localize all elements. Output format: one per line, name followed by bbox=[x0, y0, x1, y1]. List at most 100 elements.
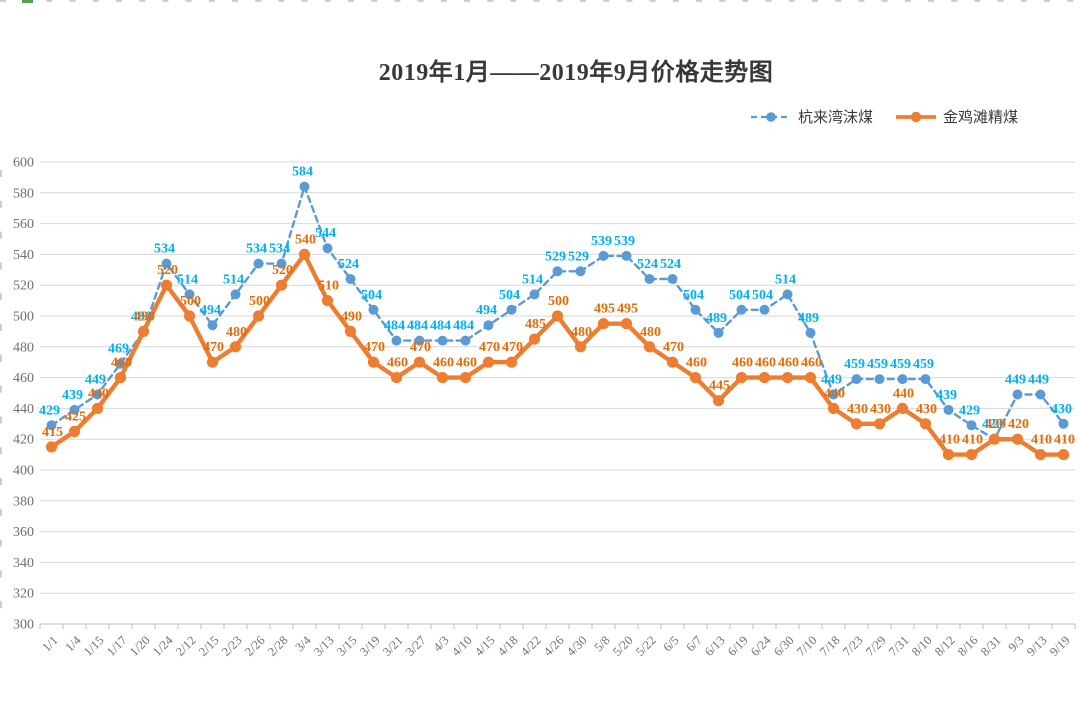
data-point-marker-jinjitan[interactable] bbox=[68, 425, 81, 438]
data-point-marker-jinjitan[interactable] bbox=[160, 279, 173, 291]
data-point-marker-jinjitan[interactable] bbox=[91, 402, 104, 414]
data-point-marker-jinjitan[interactable] bbox=[206, 356, 219, 368]
data-point-marker-hanglaiwan[interactable] bbox=[115, 358, 126, 369]
data-point-marker-jinjitan[interactable] bbox=[137, 325, 150, 337]
data-point-marker-hanglaiwan[interactable] bbox=[920, 374, 931, 385]
data-point-marker-jinjitan[interactable] bbox=[781, 372, 794, 384]
data-point-marker-jinjitan[interactable] bbox=[827, 402, 840, 414]
data-point-marker-jinjitan[interactable] bbox=[321, 295, 334, 307]
data-point-marker-hanglaiwan[interactable] bbox=[529, 289, 540, 300]
data-point-marker-jinjitan[interactable] bbox=[620, 318, 633, 330]
data-point-marker-hanglaiwan[interactable] bbox=[552, 266, 563, 277]
data-point-marker-jinjitan[interactable] bbox=[390, 372, 403, 384]
data-point-marker-hanglaiwan[interactable] bbox=[322, 243, 333, 254]
data-point-marker-hanglaiwan[interactable] bbox=[667, 274, 678, 284]
data-point-marker-hanglaiwan[interactable] bbox=[782, 289, 793, 300]
data-point-marker-hanglaiwan[interactable] bbox=[345, 274, 356, 284]
data-label-hanglaiwan: 504 bbox=[752, 288, 773, 303]
data-point-marker-jinjitan[interactable] bbox=[482, 356, 495, 368]
data-point-marker-hanglaiwan[interactable] bbox=[161, 258, 172, 269]
data-point-marker-hanglaiwan[interactable] bbox=[437, 335, 448, 346]
data-point-marker-hanglaiwan[interactable] bbox=[483, 320, 494, 331]
data-point-marker-hanglaiwan[interactable] bbox=[621, 250, 632, 261]
data-point-marker-hanglaiwan[interactable] bbox=[506, 304, 517, 315]
data-point-marker-jinjitan[interactable] bbox=[1057, 449, 1070, 461]
data-point-marker-jinjitan[interactable] bbox=[574, 341, 587, 353]
data-point-marker-hanglaiwan[interactable] bbox=[805, 327, 816, 338]
x-axis-tick-label: 6/13 bbox=[702, 633, 728, 659]
data-point-marker-hanglaiwan[interactable] bbox=[1058, 418, 1069, 429]
data-point-marker-hanglaiwan[interactable] bbox=[276, 258, 287, 269]
data-point-marker-hanglaiwan[interactable] bbox=[1012, 389, 1023, 400]
data-point-marker-hanglaiwan[interactable] bbox=[759, 304, 770, 315]
data-point-marker-hanglaiwan[interactable] bbox=[598, 250, 609, 261]
data-point-marker-jinjitan[interactable] bbox=[367, 356, 380, 368]
data-point-marker-jinjitan[interactable] bbox=[758, 372, 771, 384]
data-point-marker-hanglaiwan[interactable] bbox=[943, 404, 954, 415]
data-point-marker-hanglaiwan[interactable] bbox=[644, 274, 655, 284]
data-point-marker-hanglaiwan[interactable] bbox=[736, 304, 747, 315]
data-point-marker-jinjitan[interactable] bbox=[919, 418, 932, 430]
data-point-marker-jinjitan[interactable] bbox=[252, 310, 265, 322]
data-point-marker-jinjitan[interactable] bbox=[275, 279, 288, 291]
data-point-marker-jinjitan[interactable] bbox=[689, 372, 702, 384]
data-point-marker-jinjitan[interactable] bbox=[114, 372, 127, 384]
data-point-marker-jinjitan[interactable] bbox=[597, 318, 610, 330]
data-point-marker-hanglaiwan[interactable] bbox=[713, 327, 724, 338]
data-point-marker-hanglaiwan[interactable] bbox=[46, 420, 57, 431]
data-point-marker-hanglaiwan[interactable] bbox=[690, 304, 701, 315]
data-label-hanglaiwan: 529 bbox=[568, 249, 589, 264]
series-jinjitan[interactable] bbox=[45, 248, 1070, 461]
data-point-marker-hanglaiwan[interactable] bbox=[299, 181, 310, 192]
data-point-marker-jinjitan[interactable] bbox=[298, 248, 311, 260]
data-point-marker-jinjitan[interactable] bbox=[528, 333, 541, 345]
legend-item-jinjitan[interactable]: 金鸡滩精煤 bbox=[895, 106, 1018, 127]
data-point-marker-hanglaiwan[interactable] bbox=[253, 258, 264, 269]
data-point-marker-jinjitan[interactable] bbox=[436, 372, 449, 384]
data-point-marker-hanglaiwan[interactable] bbox=[575, 266, 586, 277]
data-point-marker-jinjitan[interactable] bbox=[712, 395, 725, 407]
data-point-marker-jinjitan[interactable] bbox=[873, 418, 886, 430]
data-point-marker-jinjitan[interactable] bbox=[551, 310, 564, 322]
data-point-marker-jinjitan[interactable] bbox=[459, 372, 472, 384]
data-point-marker-jinjitan[interactable] bbox=[344, 325, 357, 337]
series-line-hanglaiwan bbox=[50, 185, 1065, 441]
data-point-marker-jinjitan[interactable] bbox=[850, 418, 863, 430]
legend-item-hanglaiwan[interactable]: 杭来湾沫煤 bbox=[750, 106, 873, 127]
data-point-marker-hanglaiwan[interactable] bbox=[1035, 389, 1046, 400]
data-point-marker-jinjitan[interactable] bbox=[183, 310, 196, 322]
data-point-marker-jinjitan[interactable] bbox=[1034, 449, 1047, 461]
data-point-marker-jinjitan[interactable] bbox=[965, 449, 978, 461]
data-point-marker-hanglaiwan[interactable] bbox=[184, 289, 195, 300]
data-point-marker-jinjitan[interactable] bbox=[229, 341, 242, 353]
data-point-marker-hanglaiwan[interactable] bbox=[851, 374, 862, 385]
data-point-marker-jinjitan[interactable] bbox=[505, 356, 518, 368]
data-point-marker-jinjitan[interactable] bbox=[896, 402, 909, 414]
data-point-marker-hanglaiwan[interactable] bbox=[874, 374, 885, 385]
data-label-jinjitan: 495 bbox=[617, 302, 638, 317]
data-point-marker-jinjitan[interactable] bbox=[735, 372, 748, 384]
data-point-marker-jinjitan[interactable] bbox=[413, 356, 426, 368]
data-point-marker-hanglaiwan[interactable] bbox=[207, 320, 218, 331]
data-point-marker-hanglaiwan[interactable] bbox=[69, 404, 80, 415]
data-point-marker-jinjitan[interactable] bbox=[804, 372, 817, 384]
data-point-marker-jinjitan[interactable] bbox=[643, 341, 656, 353]
data-point-marker-hanglaiwan[interactable] bbox=[391, 335, 402, 346]
data-point-marker-jinjitan[interactable] bbox=[666, 356, 679, 368]
x-axis-tick-label: 2/12 bbox=[173, 633, 199, 659]
data-point-marker-hanglaiwan[interactable] bbox=[897, 374, 908, 385]
data-point-marker-hanglaiwan[interactable] bbox=[92, 389, 103, 400]
data-point-marker-jinjitan[interactable] bbox=[942, 449, 955, 461]
data-point-marker-hanglaiwan[interactable] bbox=[828, 389, 839, 400]
data-point-marker-hanglaiwan[interactable] bbox=[414, 335, 425, 346]
data-point-marker-jinjitan[interactable] bbox=[45, 441, 58, 453]
legend-label-jinjitan: 金鸡滩精煤 bbox=[942, 110, 1018, 126]
data-point-marker-hanglaiwan[interactable] bbox=[368, 304, 379, 315]
x-axis-tick-label: 2/15 bbox=[196, 633, 222, 659]
data-point-marker-jinjitan[interactable] bbox=[988, 433, 1001, 445]
x-axis-tick-label: 9/19 bbox=[1047, 633, 1073, 659]
data-point-marker-hanglaiwan[interactable] bbox=[966, 420, 977, 431]
data-point-marker-hanglaiwan[interactable] bbox=[460, 335, 471, 346]
data-point-marker-jinjitan[interactable] bbox=[1011, 433, 1024, 445]
data-point-marker-hanglaiwan[interactable] bbox=[230, 289, 241, 300]
